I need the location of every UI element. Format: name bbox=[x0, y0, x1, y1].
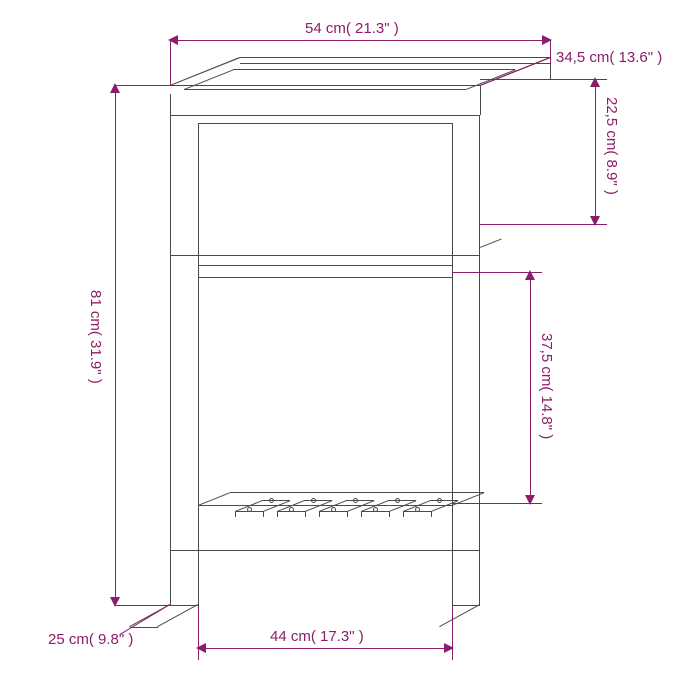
rim-in-back bbox=[233, 69, 515, 70]
slat0-b bbox=[262, 500, 290, 501]
dim-gaph-lbl: 37,5 cm( 14.8" ) bbox=[538, 333, 555, 439]
dim-boxh-ext2 bbox=[480, 224, 595, 225]
leg-fr-out bbox=[479, 115, 480, 605]
foot-l-back bbox=[130, 627, 158, 628]
dim-depth-lbl: 34,5 cm( 13.6" ) bbox=[556, 49, 662, 66]
slat0-hole-b bbox=[269, 498, 274, 503]
dim-boxh-ext1 bbox=[480, 79, 595, 80]
shelf-front-bot bbox=[170, 550, 480, 551]
dim-innerw-t1 bbox=[198, 648, 199, 660]
dim-gaph-ext1 bbox=[452, 272, 530, 273]
slat3-hole-f bbox=[373, 507, 378, 512]
slat2-hole-b bbox=[353, 498, 358, 503]
dim-gaph-line bbox=[530, 272, 531, 503]
dim-depth-line bbox=[480, 57, 550, 86]
dim-shelfd-lbl: 25 cm( 9.8" ) bbox=[48, 631, 133, 648]
dim-gaph-t2 bbox=[530, 503, 542, 504]
shelf-diag-l bbox=[198, 492, 230, 506]
leg-fr-in bbox=[452, 255, 453, 505]
dim-gaph-t1 bbox=[530, 272, 542, 273]
dim-boxh-t1 bbox=[595, 79, 607, 80]
dim-width-lbl: 54 cm( 21.3" ) bbox=[305, 20, 399, 37]
dim-width-line bbox=[170, 40, 550, 41]
rail-r-stub bbox=[452, 215, 453, 255]
dim-innerw-ext-l bbox=[198, 605, 199, 648]
under-rail-bot bbox=[198, 277, 452, 278]
dim-toth-ext1 bbox=[115, 85, 170, 86]
box-seam-top bbox=[198, 123, 452, 124]
leg-fl-in bbox=[198, 255, 199, 505]
slat1-hole-b bbox=[311, 498, 316, 503]
slat3-b bbox=[388, 500, 416, 501]
dim-toth-lbl: 81 cm( 31.9" ) bbox=[87, 290, 104, 384]
leg-fl-in2 bbox=[198, 550, 199, 605]
under-rail-top bbox=[198, 265, 452, 266]
leg-fl-out bbox=[170, 115, 171, 605]
dim-boxh-t2 bbox=[595, 224, 607, 225]
rim-front-top bbox=[170, 85, 480, 86]
dim-innerw-ext-r bbox=[452, 605, 453, 648]
dim-width-ext-r bbox=[550, 40, 551, 63]
box-bot bbox=[170, 255, 480, 256]
side-l-extra bbox=[170, 205, 171, 255]
dim-boxh-lbl: 22,5 cm( 8.9" ) bbox=[603, 97, 620, 195]
rail-l-stub bbox=[198, 215, 199, 255]
rim-back-top bbox=[240, 57, 550, 58]
box-r-bot-diag bbox=[480, 239, 501, 248]
dim-innerw-line bbox=[198, 648, 452, 649]
slat1-b bbox=[304, 500, 332, 501]
dim-toth-line bbox=[115, 85, 116, 605]
slat0-hole-f bbox=[247, 507, 252, 512]
rim-front-bot bbox=[170, 115, 480, 116]
dim-width-ext-l bbox=[170, 40, 171, 85]
dim-toth-ext2 bbox=[115, 605, 170, 606]
dim-boxh-line bbox=[595, 79, 596, 224]
slat4-b bbox=[430, 500, 458, 501]
shelf-r bbox=[452, 505, 453, 550]
slat4-hole-b bbox=[437, 498, 442, 503]
shelf-back bbox=[230, 492, 484, 493]
dim-innerw-t2 bbox=[452, 648, 453, 660]
rim-in-l bbox=[184, 69, 233, 90]
slat4-hole-f bbox=[415, 507, 420, 512]
slat1-hole-f bbox=[289, 507, 294, 512]
rim-in-front bbox=[184, 89, 466, 90]
leg-fr-in2 bbox=[452, 550, 453, 605]
rim-front-l bbox=[170, 94, 171, 115]
rim-back-bot bbox=[240, 63, 550, 64]
dim-gaph-ext2 bbox=[452, 503, 530, 504]
dim-innerw-lbl: 44 cm( 17.3" ) bbox=[270, 628, 364, 645]
shelf-l bbox=[198, 505, 199, 550]
slat2-b bbox=[346, 500, 374, 501]
slat3-hole-b bbox=[395, 498, 400, 503]
foot-r-diag bbox=[440, 604, 480, 627]
slat2-hole-f bbox=[331, 507, 336, 512]
rim-front-r bbox=[480, 85, 481, 115]
